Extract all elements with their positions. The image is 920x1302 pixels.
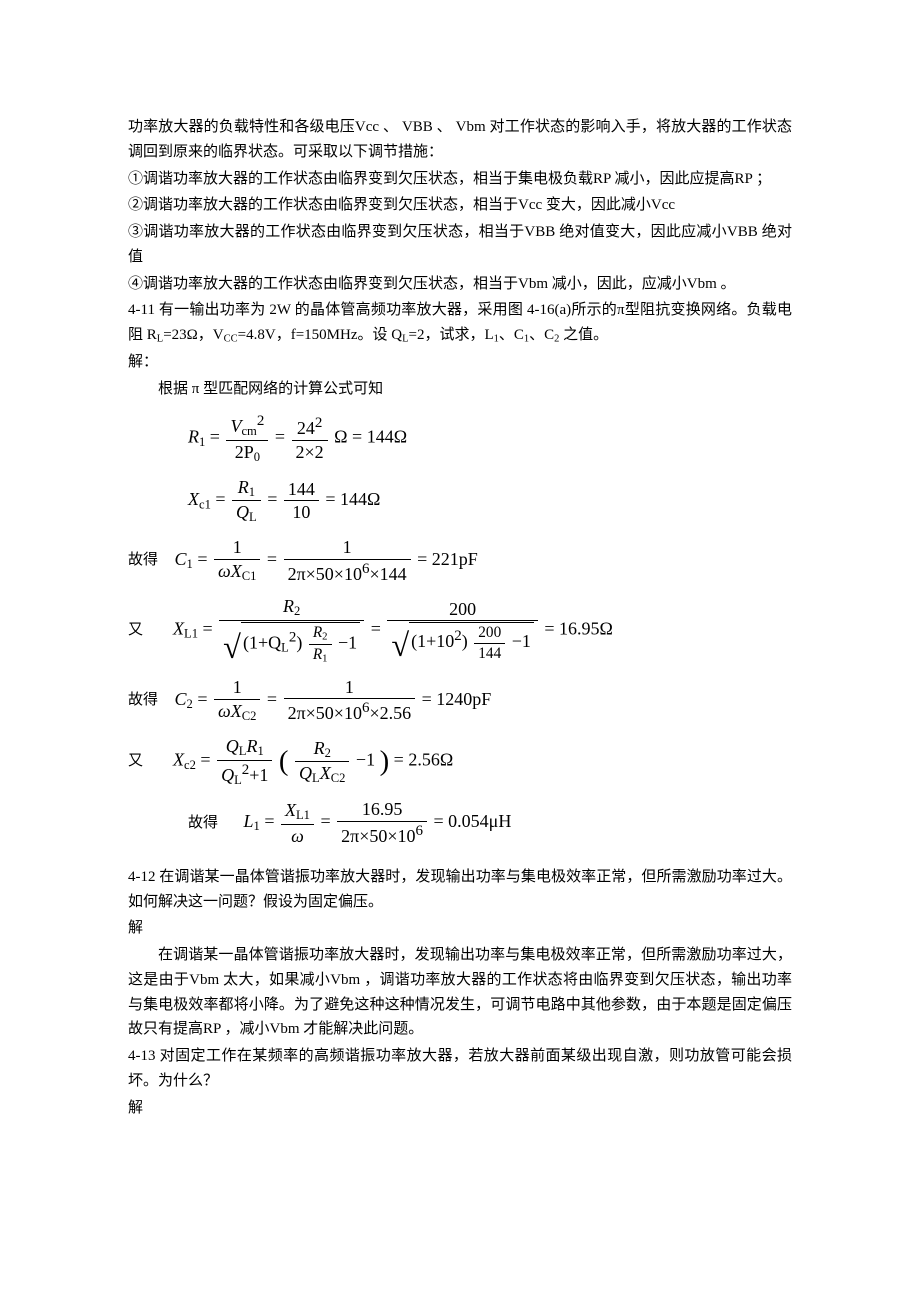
paragraph: 在调谐某一晶体管谐振功率放大器时，发现输出功率与集电极效率正常，但所需激励功率过… bbox=[128, 943, 792, 1042]
paragraph: 4-13 对固定工作在某频率的高频谐振功率放大器，若放大器前面某级出现自激，则功… bbox=[128, 1044, 792, 1094]
eq-lead: 又 bbox=[128, 749, 143, 774]
text: 、C bbox=[499, 327, 524, 343]
paragraph: ①调谐功率放大器的工作状态由临界变到欠压状态，相当于集电极负载RP 减小，因此应… bbox=[128, 167, 792, 192]
paragraph: ③调谐功率放大器的工作状态由临界变到欠压状态，相当于VBB 绝对值变大，因此应减… bbox=[128, 220, 792, 270]
paragraph: 4-11 有一输出功率为 2W 的晶体管高频功率放大器，采用图 4-16(a)所… bbox=[128, 298, 792, 348]
equation: 故得 C1 = 1 ωXC1 = 1 2π×50×106×144 = 221pF bbox=[128, 537, 792, 584]
text: 、C bbox=[529, 327, 554, 343]
paragraph: 解 bbox=[128, 1096, 792, 1121]
eq-var: R bbox=[188, 427, 199, 447]
equation: Xc1 = R1 QL = 144 10 = 144Ω bbox=[188, 477, 792, 525]
paragraph: ④调谐功率放大器的工作状态由临界变到欠压状态，相当于Vbm 减小，因此，应减小V… bbox=[128, 272, 792, 297]
equation: 又 XL1 = R2 √ (1+QL2) R2 R1 −1 = 200 bbox=[128, 596, 792, 665]
eq-lead: 故得 bbox=[128, 688, 158, 713]
paragraph: 功率放大器的负载特性和各级电压Vcc 、 VBB 、 Vbm 对工作状态的影响入… bbox=[128, 115, 792, 165]
paragraph: 4-12 在调谐某一晶体管谐振功率放大器时，发现输出功率与集电极效率正常，但所需… bbox=[128, 865, 792, 915]
eq-lead: 又 bbox=[128, 618, 143, 643]
subscript: CC bbox=[224, 334, 238, 345]
paragraph: 根据 π 型匹配网络的计算公式可知 bbox=[128, 377, 792, 402]
eq-lead: 故得 bbox=[128, 548, 158, 573]
text: =2，试求，L bbox=[409, 327, 494, 343]
paragraph: 解： bbox=[128, 350, 792, 375]
text: 之值。 bbox=[559, 327, 608, 343]
equation: 又 Xc2 = QLR1 QL2+1 ( R2 QLXC2 −1 ) = 2.5… bbox=[128, 736, 792, 787]
eq-lead: 故得 bbox=[188, 811, 218, 836]
equation: 故得 C2 = 1 ωXC2 = 1 2π×50×106×2.56 = 1240… bbox=[128, 677, 792, 724]
paragraph: 解 bbox=[128, 916, 792, 941]
text: =4.8V，f=150MHz。设 Q bbox=[238, 327, 402, 343]
paragraph: ②调谐功率放大器的工作状态由临界变到欠压状态，相当于Vcc 变大，因此减小Vcc bbox=[128, 193, 792, 218]
equation: 故得 L1 = XL1 ω = 16.95 2π×50×106 = 0.054μ… bbox=[188, 799, 792, 846]
equation: R1 = Vcm2 2P0 = 242 2×2 Ω = 144Ω bbox=[188, 413, 792, 464]
eq-sub: 1 bbox=[199, 435, 205, 449]
text: =23Ω，V bbox=[163, 327, 223, 343]
